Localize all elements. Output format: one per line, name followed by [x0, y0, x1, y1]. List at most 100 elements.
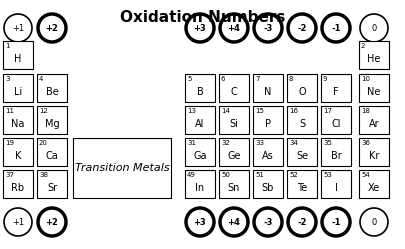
Text: -1: -1 — [330, 217, 340, 227]
Text: 20: 20 — [39, 140, 48, 146]
Text: Ne: Ne — [367, 87, 380, 97]
Text: 3: 3 — [5, 76, 9, 82]
Bar — [358, 74, 388, 102]
Text: S: S — [298, 119, 304, 129]
Text: 18: 18 — [360, 108, 369, 114]
Bar — [37, 138, 67, 166]
Text: -3: -3 — [263, 23, 272, 33]
Text: 7: 7 — [254, 76, 259, 82]
Text: P: P — [264, 119, 270, 129]
Bar — [3, 74, 33, 102]
Text: Xe: Xe — [367, 183, 379, 193]
Text: C: C — [230, 87, 237, 97]
Text: Te: Te — [296, 183, 306, 193]
Text: 2: 2 — [360, 43, 364, 49]
Text: 34: 34 — [288, 140, 297, 146]
Text: +2: +2 — [45, 23, 58, 33]
Text: Mg: Mg — [45, 119, 59, 129]
Text: O: O — [297, 87, 305, 97]
Text: 50: 50 — [220, 172, 229, 178]
Text: +1: +1 — [12, 217, 24, 227]
Text: 17: 17 — [322, 108, 331, 114]
Text: +3: +3 — [193, 23, 206, 33]
Text: 10: 10 — [360, 76, 369, 82]
Text: 4: 4 — [39, 76, 43, 82]
Text: Be: Be — [45, 87, 58, 97]
Text: 35: 35 — [322, 140, 331, 146]
Text: 13: 13 — [187, 108, 196, 114]
Text: 1: 1 — [5, 43, 9, 49]
Bar — [185, 106, 215, 134]
Text: Ga: Ga — [193, 151, 206, 161]
Text: H: H — [14, 54, 21, 64]
Text: +2: +2 — [45, 217, 58, 227]
Text: 0: 0 — [371, 23, 376, 33]
Bar — [3, 138, 33, 166]
Bar — [37, 74, 67, 102]
Text: Rb: Rb — [11, 183, 24, 193]
Bar — [218, 74, 248, 102]
Bar — [252, 138, 282, 166]
Text: 15: 15 — [254, 108, 263, 114]
Bar — [320, 106, 350, 134]
Bar — [320, 170, 350, 198]
Bar — [286, 74, 316, 102]
Text: 37: 37 — [5, 172, 14, 178]
Text: 32: 32 — [220, 140, 229, 146]
Bar — [358, 106, 388, 134]
Text: Transition Metals: Transition Metals — [75, 163, 169, 173]
Bar — [358, 41, 388, 69]
Text: 6: 6 — [220, 76, 225, 82]
Text: Ca: Ca — [45, 151, 58, 161]
Text: K: K — [15, 151, 21, 161]
Bar — [286, 106, 316, 134]
Text: Ar: Ar — [368, 119, 378, 129]
Bar — [185, 138, 215, 166]
Text: 14: 14 — [220, 108, 229, 114]
Bar — [252, 74, 282, 102]
Bar — [286, 138, 316, 166]
Bar — [185, 74, 215, 102]
Text: Cl: Cl — [330, 119, 340, 129]
Bar — [218, 106, 248, 134]
Text: 33: 33 — [254, 140, 263, 146]
Text: I: I — [334, 183, 337, 193]
Text: 0: 0 — [371, 217, 376, 227]
Text: 36: 36 — [360, 140, 369, 146]
Bar — [37, 170, 67, 198]
Text: 12: 12 — [39, 108, 48, 114]
Text: -2: -2 — [296, 23, 306, 33]
Text: 51: 51 — [254, 172, 263, 178]
Text: 9: 9 — [322, 76, 327, 82]
Text: N: N — [264, 87, 271, 97]
Text: Se: Se — [295, 151, 307, 161]
Text: -1: -1 — [330, 23, 340, 33]
Bar — [252, 170, 282, 198]
Bar — [3, 170, 33, 198]
Text: Sr: Sr — [47, 183, 57, 193]
Text: 16: 16 — [288, 108, 297, 114]
Text: +4: +4 — [227, 217, 240, 227]
Text: 31: 31 — [187, 140, 196, 146]
Bar — [185, 170, 215, 198]
Bar — [3, 106, 33, 134]
Text: 52: 52 — [288, 172, 297, 178]
Bar — [37, 106, 67, 134]
Text: Kr: Kr — [368, 151, 378, 161]
Text: +1: +1 — [12, 23, 24, 33]
Text: 5: 5 — [187, 76, 191, 82]
Text: Oxidation Numbers: Oxidation Numbers — [120, 10, 285, 25]
Text: Ge: Ge — [227, 151, 240, 161]
Text: Al: Al — [195, 119, 204, 129]
Text: F: F — [333, 87, 338, 97]
Text: +3: +3 — [193, 217, 206, 227]
Text: -2: -2 — [296, 217, 306, 227]
Text: Na: Na — [11, 119, 25, 129]
Bar — [73, 138, 171, 198]
Text: +4: +4 — [227, 23, 240, 33]
Text: 38: 38 — [39, 172, 48, 178]
Text: Br: Br — [330, 151, 341, 161]
Bar — [218, 170, 248, 198]
Bar — [252, 106, 282, 134]
Bar — [286, 170, 316, 198]
